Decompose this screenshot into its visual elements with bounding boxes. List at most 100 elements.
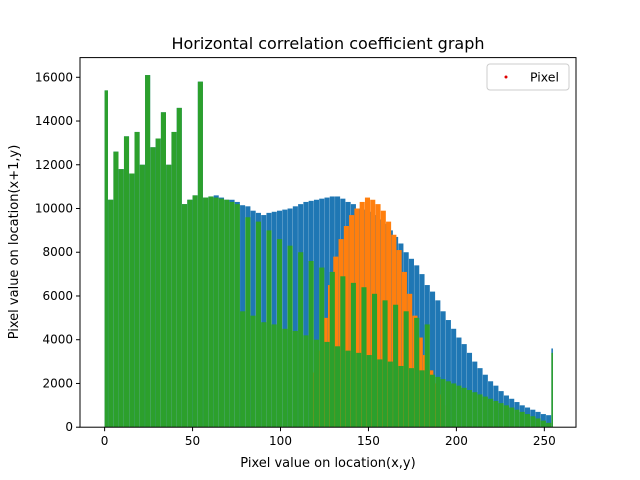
bar-series-3 (171, 131, 177, 428)
bar-series-3 (287, 245, 293, 428)
bar-series-3 (340, 276, 346, 428)
bar-series-3 (250, 315, 256, 428)
bar-series-3 (350, 282, 356, 428)
bar-series-3 (123, 136, 130, 428)
bar-series-3 (472, 392, 478, 428)
bar-series-3 (282, 328, 288, 428)
legend: Pixel (486, 63, 570, 91)
bar-series-3 (393, 304, 399, 428)
y-tick-label: 2000 (42, 376, 73, 390)
bar-series-1 (271, 211, 277, 428)
bar-series-3 (229, 201, 235, 428)
legend-pixel-marker (504, 75, 508, 79)
bar-series-3 (197, 81, 203, 428)
x-ticks: 0 50 100 150 200 250 (101, 427, 556, 448)
bar-series-3 (540, 420, 546, 428)
bar-series-3 (461, 387, 467, 428)
bar-series-3 (419, 370, 425, 428)
y-tick-label: 10000 (35, 202, 73, 216)
bar-series-3 (145, 75, 151, 428)
bar-series-3 (192, 195, 198, 428)
bar-series-3 (514, 409, 520, 428)
x-axis-label: Pixel value on location(x,y) (240, 456, 415, 471)
bar-series-3 (377, 359, 383, 428)
bars-layer (104, 75, 553, 428)
bar-series-1 (445, 320, 451, 428)
bar-series-3 (308, 260, 314, 428)
bar-series-1 (546, 415, 552, 428)
bar-series-3 (324, 341, 330, 428)
bar-series-3 (329, 271, 335, 428)
bar-series-3 (382, 300, 388, 428)
bar-series-3 (498, 403, 504, 428)
bar-series-3 (176, 107, 182, 428)
bar-series-3 (398, 365, 404, 428)
bar-series-1 (461, 344, 467, 428)
bar-series-3 (345, 350, 351, 428)
bar-series-3 (240, 311, 246, 428)
x-tick-label: 150 (357, 434, 380, 448)
chart-title: Horizontal correlation coefficient graph (171, 34, 484, 53)
bar-series-2 (354, 208, 360, 428)
bar-series-3 (150, 147, 156, 428)
bar-series-3 (113, 151, 119, 428)
bar-series-1 (303, 201, 309, 428)
bar-series-1 (292, 206, 298, 428)
bar-series-1 (435, 300, 441, 428)
bar-series-3 (408, 368, 414, 428)
axes-frame (79, 57, 577, 428)
bar-series-3 (303, 335, 309, 428)
bar-series-3 (414, 317, 420, 428)
bar-series-3 (245, 217, 251, 428)
bar-series-3 (371, 293, 378, 428)
y-tick-label: 4000 (42, 333, 73, 347)
bar-series-3 (488, 398, 494, 428)
bar-series-3 (482, 396, 488, 428)
bar-series-3 (313, 339, 320, 428)
bar-series-3 (361, 287, 367, 428)
bar-series-3 (203, 197, 209, 428)
y-tick-label: 12000 (35, 158, 73, 172)
bar-series-3 (108, 199, 114, 428)
bar-series-3 (477, 394, 483, 428)
y-axis-label: Pixel value on location(x+1,y) (7, 145, 22, 340)
bar-series-3 (366, 355, 372, 428)
bar-series-3 (509, 407, 515, 428)
bar-series-3 (319, 267, 325, 428)
bar-series-3 (435, 376, 441, 428)
bar-series-3 (524, 414, 531, 428)
bar-series-3 (519, 411, 525, 428)
bar-series-3 (271, 324, 277, 428)
bar-series-3 (530, 416, 536, 428)
legend-box (486, 63, 570, 91)
bar-series-3 (387, 361, 393, 428)
y-tick-label: 16000 (35, 70, 73, 84)
bar-series-3 (356, 352, 362, 428)
bar-series-3 (403, 311, 409, 428)
bar-series-1 (313, 199, 320, 428)
bar-series-1 (324, 197, 330, 428)
bar-series-3 (456, 385, 462, 428)
bar-series-3 (182, 204, 188, 428)
bar-series-3 (155, 138, 161, 428)
bar-series-3 (187, 199, 193, 428)
bar-series-3 (208, 196, 214, 428)
x-tick-label: 50 (185, 434, 200, 448)
bar-series-1 (456, 337, 462, 428)
y-tick-label: 6000 (42, 289, 73, 303)
bar-series-3 (266, 230, 272, 428)
bar-series-3 (255, 221, 261, 428)
bar-series-3 (292, 330, 298, 428)
bar-series-1 (261, 215, 267, 428)
x-tick-label: 100 (269, 434, 292, 448)
bar-series-3 (129, 173, 135, 428)
bar-series-2 (396, 250, 402, 428)
bar-series-3 (298, 252, 304, 428)
bar-series-1 (282, 209, 288, 428)
x-tick-label: 200 (445, 434, 468, 448)
bar-series-2 (375, 204, 381, 428)
bar-series-3 (104, 90, 108, 428)
bar-series-3 (134, 131, 140, 428)
bar-series-3 (224, 199, 230, 428)
bar-series-3 (276, 239, 283, 428)
